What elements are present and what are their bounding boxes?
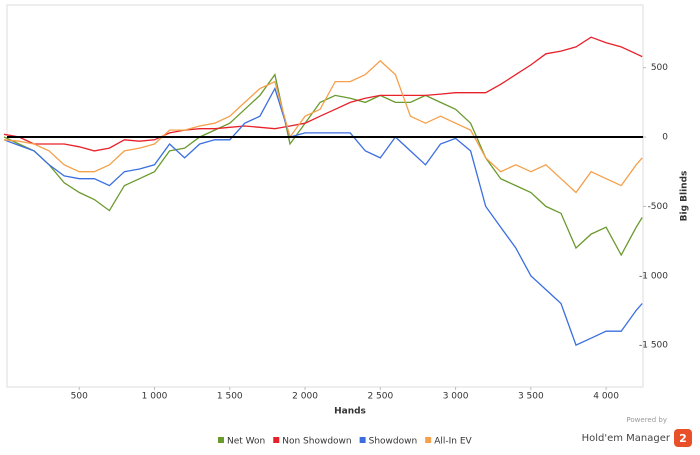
x-tick-label: 500 <box>71 392 88 402</box>
y-tick-label: -1 500 <box>639 341 668 351</box>
x-tick-label: 3 000 <box>443 392 469 402</box>
x-tick-label: 2 500 <box>367 392 393 402</box>
y-tick-label: 0 <box>662 133 668 143</box>
x-tick-label: 2 000 <box>292 392 318 402</box>
series-line <box>3 73 643 257</box>
plot-frame <box>6 4 644 388</box>
x-tick-label: 4 000 <box>593 392 619 402</box>
legend-label: Showdown <box>369 437 418 447</box>
x-tick-label: 1 500 <box>217 392 243 402</box>
legend-label: Non Showdown <box>282 437 351 447</box>
x-axis-title: Hands <box>334 407 366 417</box>
legend-swatch <box>359 437 366 443</box>
legend-label: All-In EV <box>434 437 472 447</box>
powered-by: Powered by <box>626 416 667 424</box>
product-name: Hold'em Manager <box>582 433 671 444</box>
logo-number: 2 <box>679 432 687 445</box>
series-line <box>3 59 643 194</box>
legend-swatch <box>273 437 280 443</box>
y-tick-label: -500 <box>648 202 669 212</box>
x-tick-label: 3 500 <box>518 392 544 402</box>
y-tick-label: -1 000 <box>639 271 668 281</box>
legend-swatch <box>425 437 432 443</box>
logo-badge <box>674 429 692 447</box>
legend-swatch <box>218 437 224 443</box>
x-tick-label: 1 000 <box>142 392 168 402</box>
series-line <box>3 36 643 152</box>
y-axis-title: Big Blinds <box>680 171 690 222</box>
y-tick-label: 500 <box>651 63 668 73</box>
series-line <box>3 86 643 346</box>
legend-label: Net Won <box>227 437 265 447</box>
